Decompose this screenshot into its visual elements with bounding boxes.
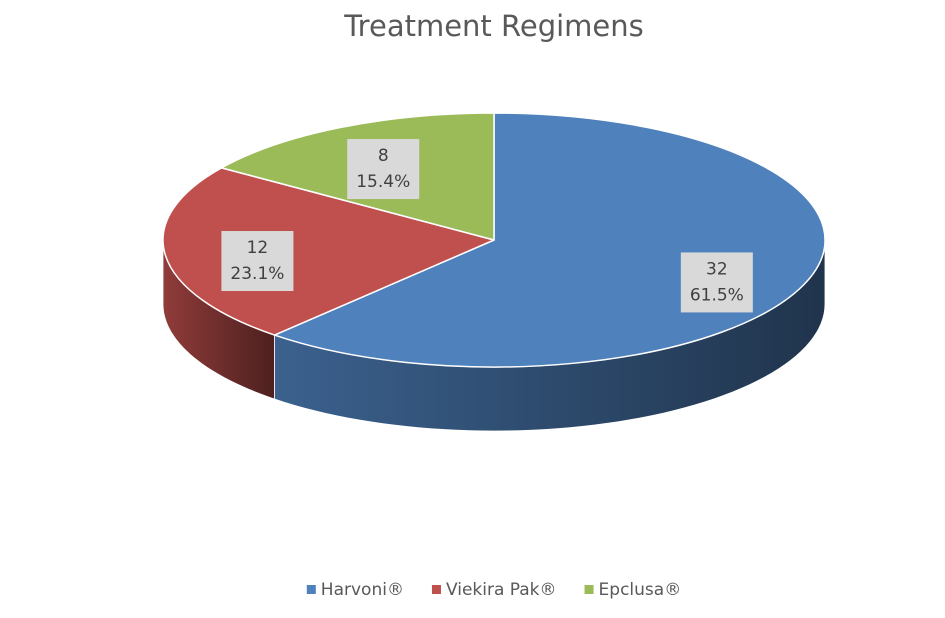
legend: Harvoni® Viekira Pak® Epclusa®: [306, 580, 682, 600]
legend-swatch: [306, 585, 316, 594]
legend-swatch: [431, 585, 441, 594]
data-label-value: 32: [706, 259, 728, 279]
legend-label: Harvoni®: [321, 580, 404, 600]
data-label-percent: 23.1%: [230, 264, 284, 284]
data-label-percent: 61.5%: [690, 285, 744, 305]
data-label-value: 12: [247, 238, 269, 258]
data-label-value: 8: [378, 146, 389, 166]
chart-title: Treatment Regimens: [343, 9, 644, 43]
legend-swatch: [584, 585, 594, 594]
legend-label: Epclusa®: [599, 580, 682, 600]
data-label-box: [347, 139, 420, 200]
data-label-box: [680, 252, 753, 313]
data-label-box: [221, 231, 294, 292]
data-label-percent: 15.4%: [356, 172, 410, 192]
legend-label: Viekira Pak®: [446, 580, 557, 600]
slice: [162, 167, 495, 336]
